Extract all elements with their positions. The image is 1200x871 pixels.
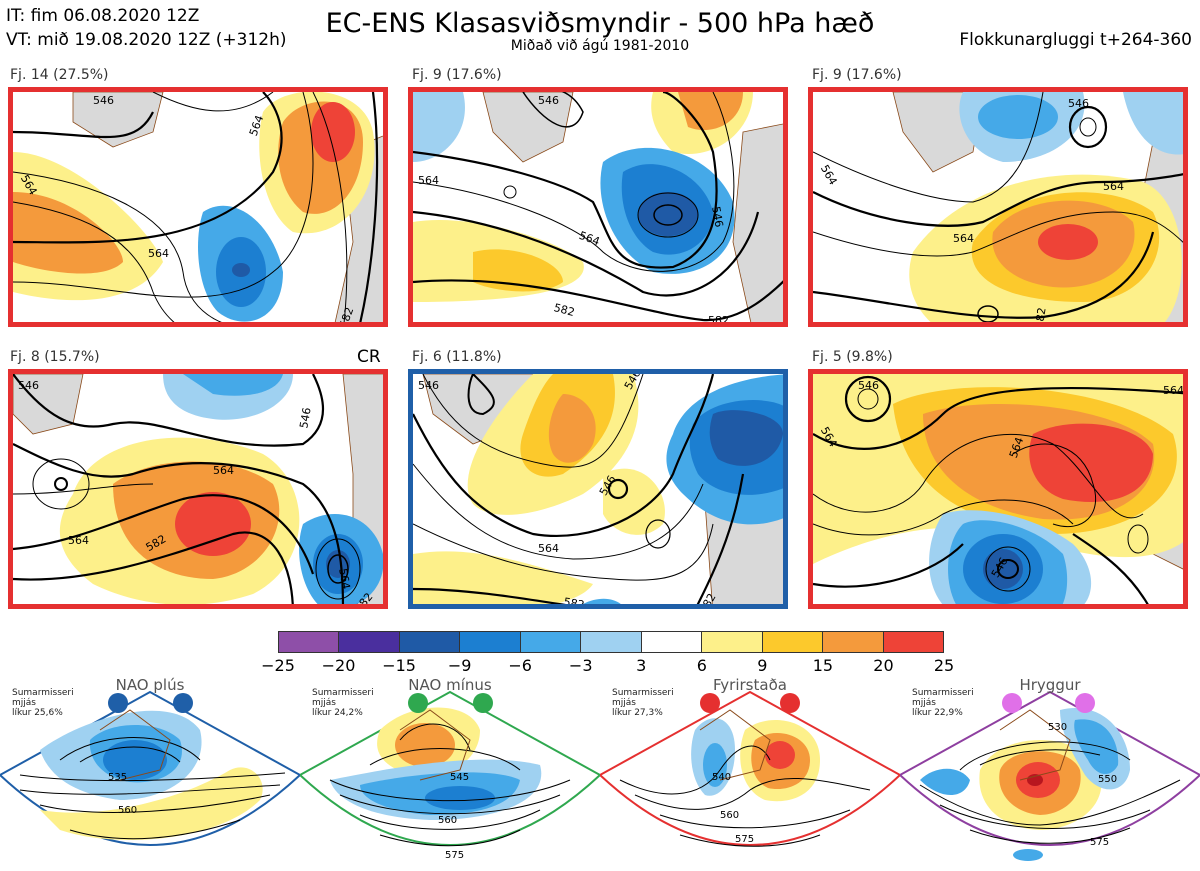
regime-marker — [108, 693, 128, 713]
contour-label: 564 — [68, 534, 89, 547]
colorbar-segment — [702, 632, 763, 652]
colorbar-segment — [460, 632, 521, 652]
contour-label: 564 — [577, 229, 601, 248]
colorbar-segment — [520, 632, 582, 652]
colorbar-segment — [823, 632, 884, 652]
regime-nao-minus: 545 560 575 NAO mínus Sumarmisseri mjjás l… — [300, 670, 600, 870]
regime-contour-label: 560 — [438, 815, 457, 826]
colorbar-segment — [339, 632, 400, 652]
regime-contour-label: 540 — [712, 772, 731, 783]
contour-label: 564 — [953, 232, 974, 245]
contour-label: 546 — [93, 94, 114, 107]
contour-label: 582 — [1032, 307, 1048, 327]
colorbar-tick: 25 — [933, 656, 955, 675]
contour-label: 564 — [818, 163, 840, 188]
cluster-map-1: 546 564 564 564 582 — [8, 87, 388, 327]
colorbar-tick: 3 — [636, 656, 647, 675]
cluster-map-4: 546 546 564 564 582 564 582 — [8, 369, 388, 609]
cluster-label-1: Fj. 14 (27.5%) — [10, 67, 109, 83]
colorbar-tick: 9 — [757, 656, 768, 675]
contour-label: 564 — [148, 247, 169, 260]
contour-label: 564 — [418, 174, 439, 187]
contour-label: 546 — [709, 205, 725, 228]
contour-label: 546 — [297, 407, 313, 430]
contour-label: 564 — [336, 567, 352, 590]
initial-time: IT: fim 06.08.2020 12Z — [6, 6, 200, 26]
page-subtitle: Miðað við ágú 1981-2010 — [510, 38, 690, 54]
cluster-label-5: Fj. 6 (11.8%) — [412, 349, 502, 365]
regime-contour-label: 575 — [445, 850, 464, 861]
contour-label: 582 — [552, 301, 576, 319]
regime-note: Sumarmisseri mjjás líkur 24,2% — [312, 688, 374, 718]
colorbar-segment — [279, 632, 340, 652]
contour-label: 582 — [1088, 602, 1109, 609]
regime-marker — [173, 693, 193, 713]
regime-contour-label: 575 — [735, 834, 754, 845]
regime-ridge: 530 550 575 Hryggur Sumarmisseri mjjás lík… — [900, 670, 1200, 870]
regime-marker — [1075, 693, 1095, 713]
page-title: EC-ENS Klasasviðsmyndir - 500 hPa hæð — [325, 8, 875, 39]
colorbar-segment — [762, 632, 824, 652]
contour-label: 546 — [858, 379, 879, 392]
colorbar-tick: 20 — [873, 656, 894, 675]
regime-contour-label: 535 — [108, 772, 127, 783]
cluster-label-6: Fj. 5 (9.8%) — [812, 349, 893, 365]
valid-time: VT: mið 19.08.2020 12Z (+312h) — [6, 30, 287, 50]
contour-label: 582 — [708, 314, 729, 327]
regime-contour-label: 560 — [720, 810, 739, 821]
regime-contour-label: 545 — [450, 772, 469, 783]
regime-note: Sumarmisseri mjjás líkur 22,9% — [912, 688, 974, 718]
contour-label: 564 — [1103, 180, 1124, 193]
regime-name: Fyrirstaða — [713, 676, 787, 694]
regime-marker — [473, 693, 493, 713]
cluster-map-5: 546 546 546 564 582 582 — [408, 369, 788, 609]
cluster-label-4: Fj. 8 (15.7%) — [10, 349, 100, 365]
colorbar-segment — [399, 632, 461, 652]
regime-contour-label: 575 — [1090, 837, 1109, 848]
regime-nao-plus: 535 560 NAO plús Sumarmisseri mjjás líkur … — [0, 670, 300, 870]
colorbar-segment — [883, 632, 943, 652]
colorbar-tick: −20 — [321, 656, 356, 675]
regime-marker — [780, 693, 800, 713]
regime-name: NAO plús — [115, 676, 185, 694]
contour-label: 582 — [563, 595, 586, 609]
cluster-map-2: 546 564 564 546 582 582 — [408, 87, 788, 327]
cluster-label-3: Fj. 9 (17.6%) — [812, 67, 902, 83]
contour-label: 546 — [1068, 97, 1089, 110]
colorbar-tick: 6 — [696, 656, 707, 675]
colorbar-tick: 15 — [812, 656, 834, 675]
colorbar-segment — [581, 632, 642, 652]
colorbar-tick: −25 — [261, 656, 295, 675]
classification-window: Flokkunargluggi t+264-360 — [959, 30, 1192, 50]
contour-label: 546 — [18, 379, 39, 392]
contour-label: 564 — [538, 542, 559, 555]
colorbar-tick: −9 — [447, 656, 472, 675]
colorbar-tick: −3 — [568, 656, 593, 675]
cluster-map-3: 546 564 564 564 582 — [808, 87, 1188, 327]
control-run-tag: CR — [357, 347, 381, 367]
regime-marker — [408, 693, 428, 713]
colorbar-tick: −6 — [508, 656, 532, 675]
colorbar-tick: −15 — [382, 656, 416, 675]
regime-contour-label: 530 — [1048, 722, 1067, 733]
regime-contour-label: 550 — [1098, 774, 1117, 785]
regime-note: Sumarmisseri mjjás líkur 25,6% — [12, 688, 74, 718]
contour-label: 546 — [538, 94, 559, 107]
regime-note: Sumarmisseri mjjás líkur 27,3% — [612, 688, 674, 718]
regime-name: NAO mínus — [408, 676, 492, 694]
cluster-label-2: Fj. 9 (17.6%) — [412, 67, 502, 83]
colorbar-segment — [641, 632, 703, 652]
regime-marker — [1002, 693, 1022, 713]
contour-label: 546 — [418, 379, 439, 392]
colorbar — [278, 631, 944, 653]
regime-name: Hryggur — [1019, 676, 1081, 694]
contour-label: 564 — [213, 464, 234, 477]
cluster-map-6: 546 564 564 546 582 564 — [808, 369, 1188, 609]
regime-marker — [700, 693, 720, 713]
contour-label: 582 — [337, 306, 356, 327]
regime-blocking: 540 560 575 Fyrirstaða Sumarmisseri mjjás… — [600, 670, 900, 870]
regime-contour-label: 560 — [118, 805, 137, 816]
contour-label: 564 — [1163, 384, 1184, 397]
